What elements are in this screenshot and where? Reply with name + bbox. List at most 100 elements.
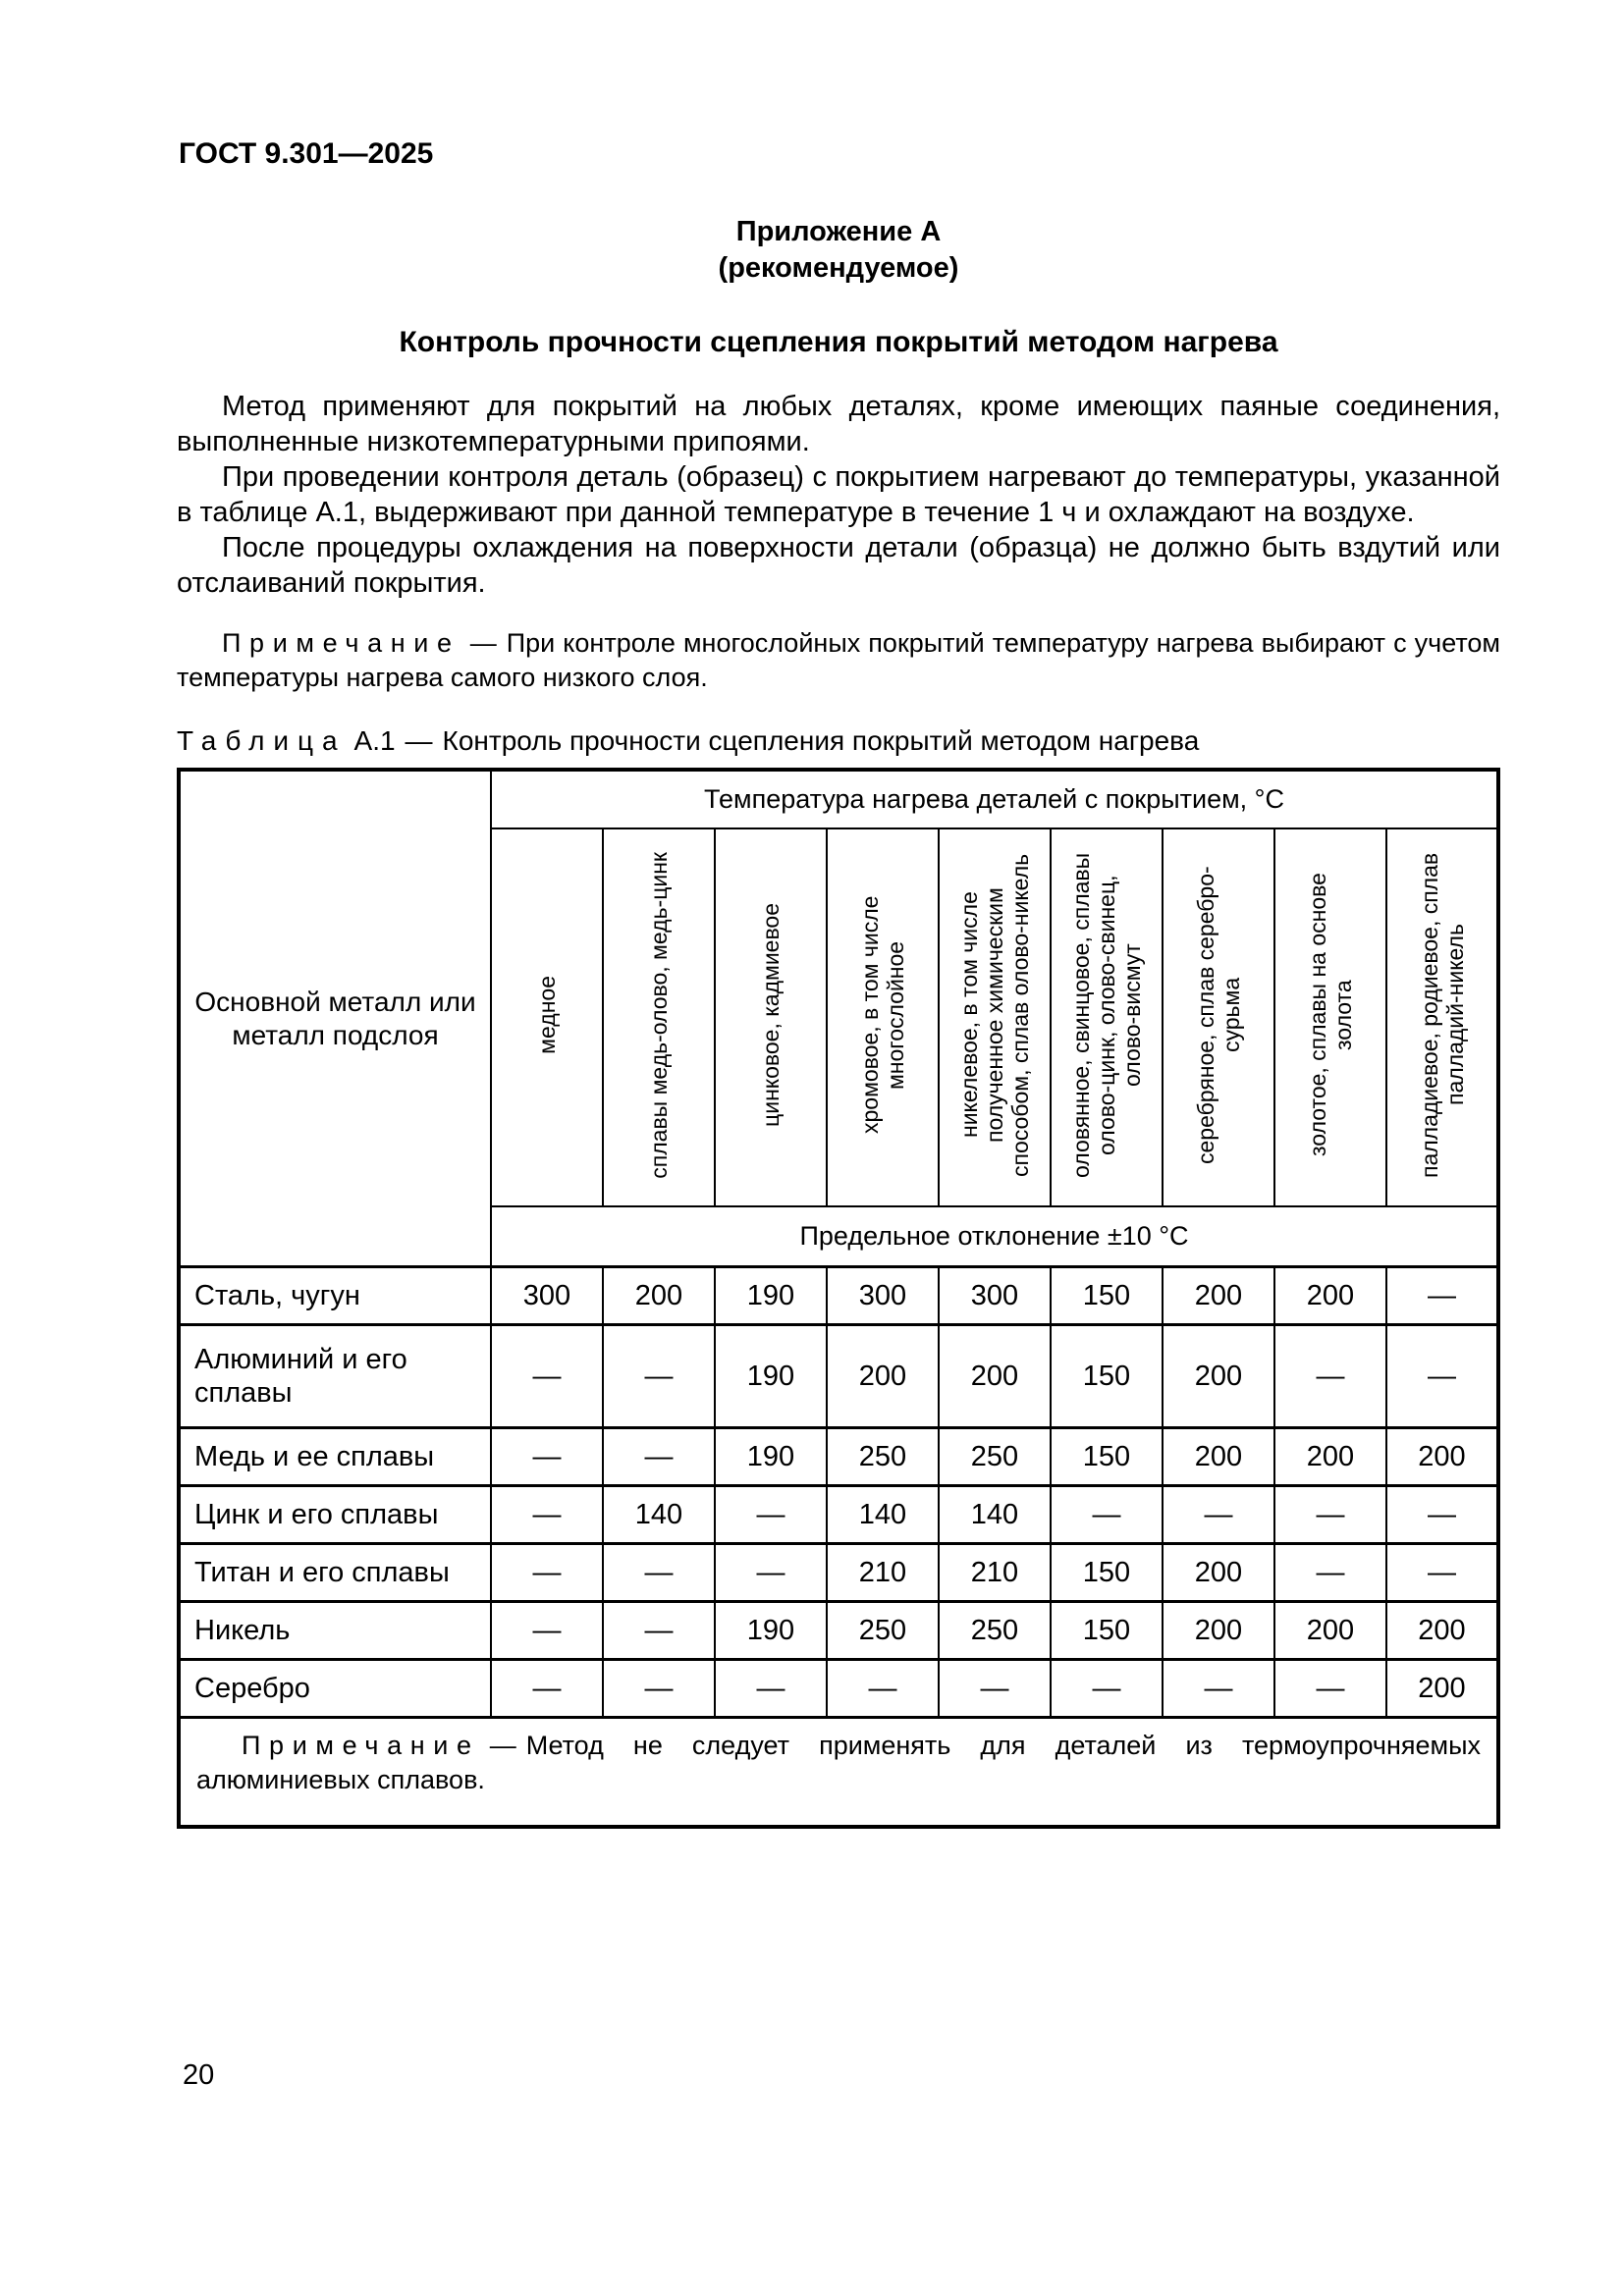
table-row: Алюминий и его сплавы — — 190 200 200 15… bbox=[178, 1323, 1499, 1429]
corner-header-cell: Основной металл или металл подслоя bbox=[178, 769, 492, 1268]
paragraph: Метод применяют для покрытий на любых де… bbox=[177, 391, 1500, 457]
value-cell: — bbox=[602, 1600, 716, 1661]
value-cell: — bbox=[1162, 1658, 1275, 1719]
body-text: Метод применяют для покрытий на любых де… bbox=[177, 389, 1500, 601]
column-header-cell: оловянное, свинцовое, сплавы олово-цинк,… bbox=[1050, 828, 1164, 1207]
value-cell: — bbox=[714, 1484, 828, 1545]
paragraph: При проведении контроля деталь (образец)… bbox=[177, 461, 1500, 528]
value-cell: 150 bbox=[1050, 1323, 1164, 1429]
value-cell: — bbox=[602, 1426, 716, 1487]
value-cell: 200 bbox=[1162, 1265, 1275, 1326]
value-cell: 150 bbox=[1050, 1265, 1164, 1326]
value-cell: — bbox=[602, 1542, 716, 1603]
table-row: Титан и его сплавы — — — 210 210 150 200… bbox=[178, 1542, 1499, 1603]
appendix-title: Контроль прочности сцепления покрытий ме… bbox=[399, 326, 1278, 358]
doc-code: ГОСТ 9.301—2025 bbox=[179, 137, 434, 170]
value-cell: — bbox=[714, 1658, 828, 1719]
table-caption-number: А.1 bbox=[353, 725, 396, 756]
column-header-cell: золотое, сплавы на основе золота bbox=[1273, 828, 1387, 1207]
value-cell: 200 bbox=[1162, 1542, 1275, 1603]
value-cell: 200 bbox=[602, 1265, 716, 1326]
column-header-cell: хромовое, в том числе многослойное bbox=[826, 828, 940, 1207]
column-header-cell: никелевое, в том числе полученное химиче… bbox=[938, 828, 1052, 1207]
column-header-label: никелевое, в том числе полученное химиче… bbox=[956, 853, 1033, 1177]
span-header-cell: Температура нагрева деталей с покрытием,… bbox=[490, 769, 1499, 829]
table-note-text: Метод не следует применять для деталей и… bbox=[196, 1731, 1481, 1794]
page-content: Приложение А (рекомендуемое) Контроль пр… bbox=[177, 214, 1500, 1829]
table-note-paragraph: Примечание — Метод не следует применять дл… bbox=[196, 1729, 1481, 1797]
value-cell: — bbox=[490, 1600, 604, 1661]
value-cell: 190 bbox=[714, 1265, 828, 1326]
metal-cell: Медь и ее сплавы bbox=[178, 1426, 492, 1487]
value-cell: — bbox=[490, 1484, 604, 1545]
value-cell: — bbox=[1162, 1484, 1275, 1545]
value-cell: — bbox=[602, 1323, 716, 1429]
value-cell: 200 bbox=[1385, 1600, 1499, 1661]
column-header-label: золотое, сплавы на основе золота bbox=[1305, 873, 1356, 1157]
value-cell: — bbox=[1273, 1323, 1387, 1429]
table-a1: Основной металл или металл подслоя Темпе… bbox=[177, 768, 1500, 1829]
value-cell: 200 bbox=[1273, 1426, 1387, 1487]
table-caption-text: Контроль прочности сцепления покрытий ме… bbox=[442, 725, 1200, 756]
table-note-dash: — bbox=[489, 1731, 516, 1760]
metal-cell: Никель bbox=[178, 1600, 492, 1661]
value-cell: 190 bbox=[714, 1600, 828, 1661]
table-row: Никель — — 190 250 250 150 200 200 200 bbox=[178, 1600, 1499, 1661]
note-paragraph: Примечание — При контроле многослойных пок… bbox=[177, 626, 1500, 695]
value-cell: — bbox=[938, 1658, 1052, 1719]
column-header-cell: сплавы медь-олово, медь-цинк bbox=[602, 828, 716, 1207]
table-note-row: Примечание — Метод не следует применять дл… bbox=[178, 1716, 1499, 1828]
value-cell: — bbox=[1273, 1658, 1387, 1719]
value-cell: — bbox=[490, 1658, 604, 1719]
paragraph: После процедуры охлаждения на поверхност… bbox=[177, 532, 1500, 599]
table-row: Сталь, чугун 300 200 190 300 300 150 200… bbox=[178, 1265, 1499, 1326]
value-cell: — bbox=[1050, 1658, 1164, 1719]
value-cell: 200 bbox=[1162, 1600, 1275, 1661]
note-dash: — bbox=[469, 628, 497, 658]
value-cell: — bbox=[714, 1542, 828, 1603]
column-header-label: хромовое, в том числе многослойное bbox=[857, 895, 908, 1135]
metal-cell: Титан и его сплавы bbox=[178, 1542, 492, 1603]
table-header-row: Основной металл или металл подслоя Темпе… bbox=[178, 769, 1499, 1268]
table-note-label: Примечание bbox=[242, 1731, 480, 1760]
column-header-label: серебряное, сплав серебро-сурьма bbox=[1193, 866, 1244, 1164]
table-caption-label: Таблица bbox=[177, 725, 347, 756]
value-cell: 140 bbox=[938, 1484, 1052, 1545]
value-cell: 200 bbox=[826, 1323, 940, 1429]
table-note-cell: Примечание — Метод не следует применять дл… bbox=[178, 1716, 1499, 1828]
value-cell: 190 bbox=[714, 1323, 828, 1429]
value-cell: 200 bbox=[1385, 1658, 1499, 1719]
value-cell: 200 bbox=[1385, 1426, 1499, 1487]
value-cell: 200 bbox=[1162, 1323, 1275, 1429]
column-header-cell: серебряное, сплав серебро-сурьма bbox=[1162, 828, 1275, 1207]
metal-cell: Серебро bbox=[178, 1658, 492, 1719]
table-caption-dash: — bbox=[405, 725, 433, 756]
table-row: Серебро — — — — — — — — 200 bbox=[178, 1658, 1499, 1719]
value-cell: 200 bbox=[1162, 1426, 1275, 1487]
value-cell: 150 bbox=[1050, 1426, 1164, 1487]
metal-cell: Цинк и его сплавы bbox=[178, 1484, 492, 1545]
value-cell: 140 bbox=[826, 1484, 940, 1545]
metal-cell: Сталь, чугун bbox=[178, 1265, 492, 1326]
column-header-cell: медное bbox=[490, 828, 604, 1207]
value-cell: 190 bbox=[714, 1426, 828, 1487]
deviation-header-cell: Предельное отклонение ±10 °С bbox=[490, 1205, 1499, 1268]
value-cell: — bbox=[602, 1658, 716, 1719]
deviation-header-row: Предельное отклонение ±10 °С bbox=[179, 1205, 1499, 1268]
column-header-cell: палладиевое, родиевое, сплав палладий-ни… bbox=[1385, 828, 1499, 1207]
appendix-type: (рекомендуемое) bbox=[718, 252, 959, 284]
table-row: Цинк и его сплавы — 140 — 140 140 — — — … bbox=[178, 1484, 1499, 1545]
value-cell: 210 bbox=[826, 1542, 940, 1603]
value-cell: 200 bbox=[1273, 1265, 1387, 1326]
value-cell: 300 bbox=[490, 1265, 604, 1326]
value-cell: 250 bbox=[938, 1426, 1052, 1487]
metal-cell: Алюминий и его сплавы bbox=[178, 1323, 492, 1429]
column-header-label: медное bbox=[534, 976, 560, 1054]
column-header-cell: цинковое, кадмиевое bbox=[714, 828, 828, 1207]
table-caption: Таблица А.1 — Контроль прочности сцепления … bbox=[177, 724, 1500, 758]
value-cell: 150 bbox=[1050, 1600, 1164, 1661]
table-body: Сталь, чугун 300 200 190 300 300 150 200… bbox=[178, 1265, 1499, 1719]
table-footer: Примечание — Метод не следует применять дл… bbox=[178, 1716, 1499, 1828]
value-cell: 200 bbox=[1273, 1600, 1387, 1661]
